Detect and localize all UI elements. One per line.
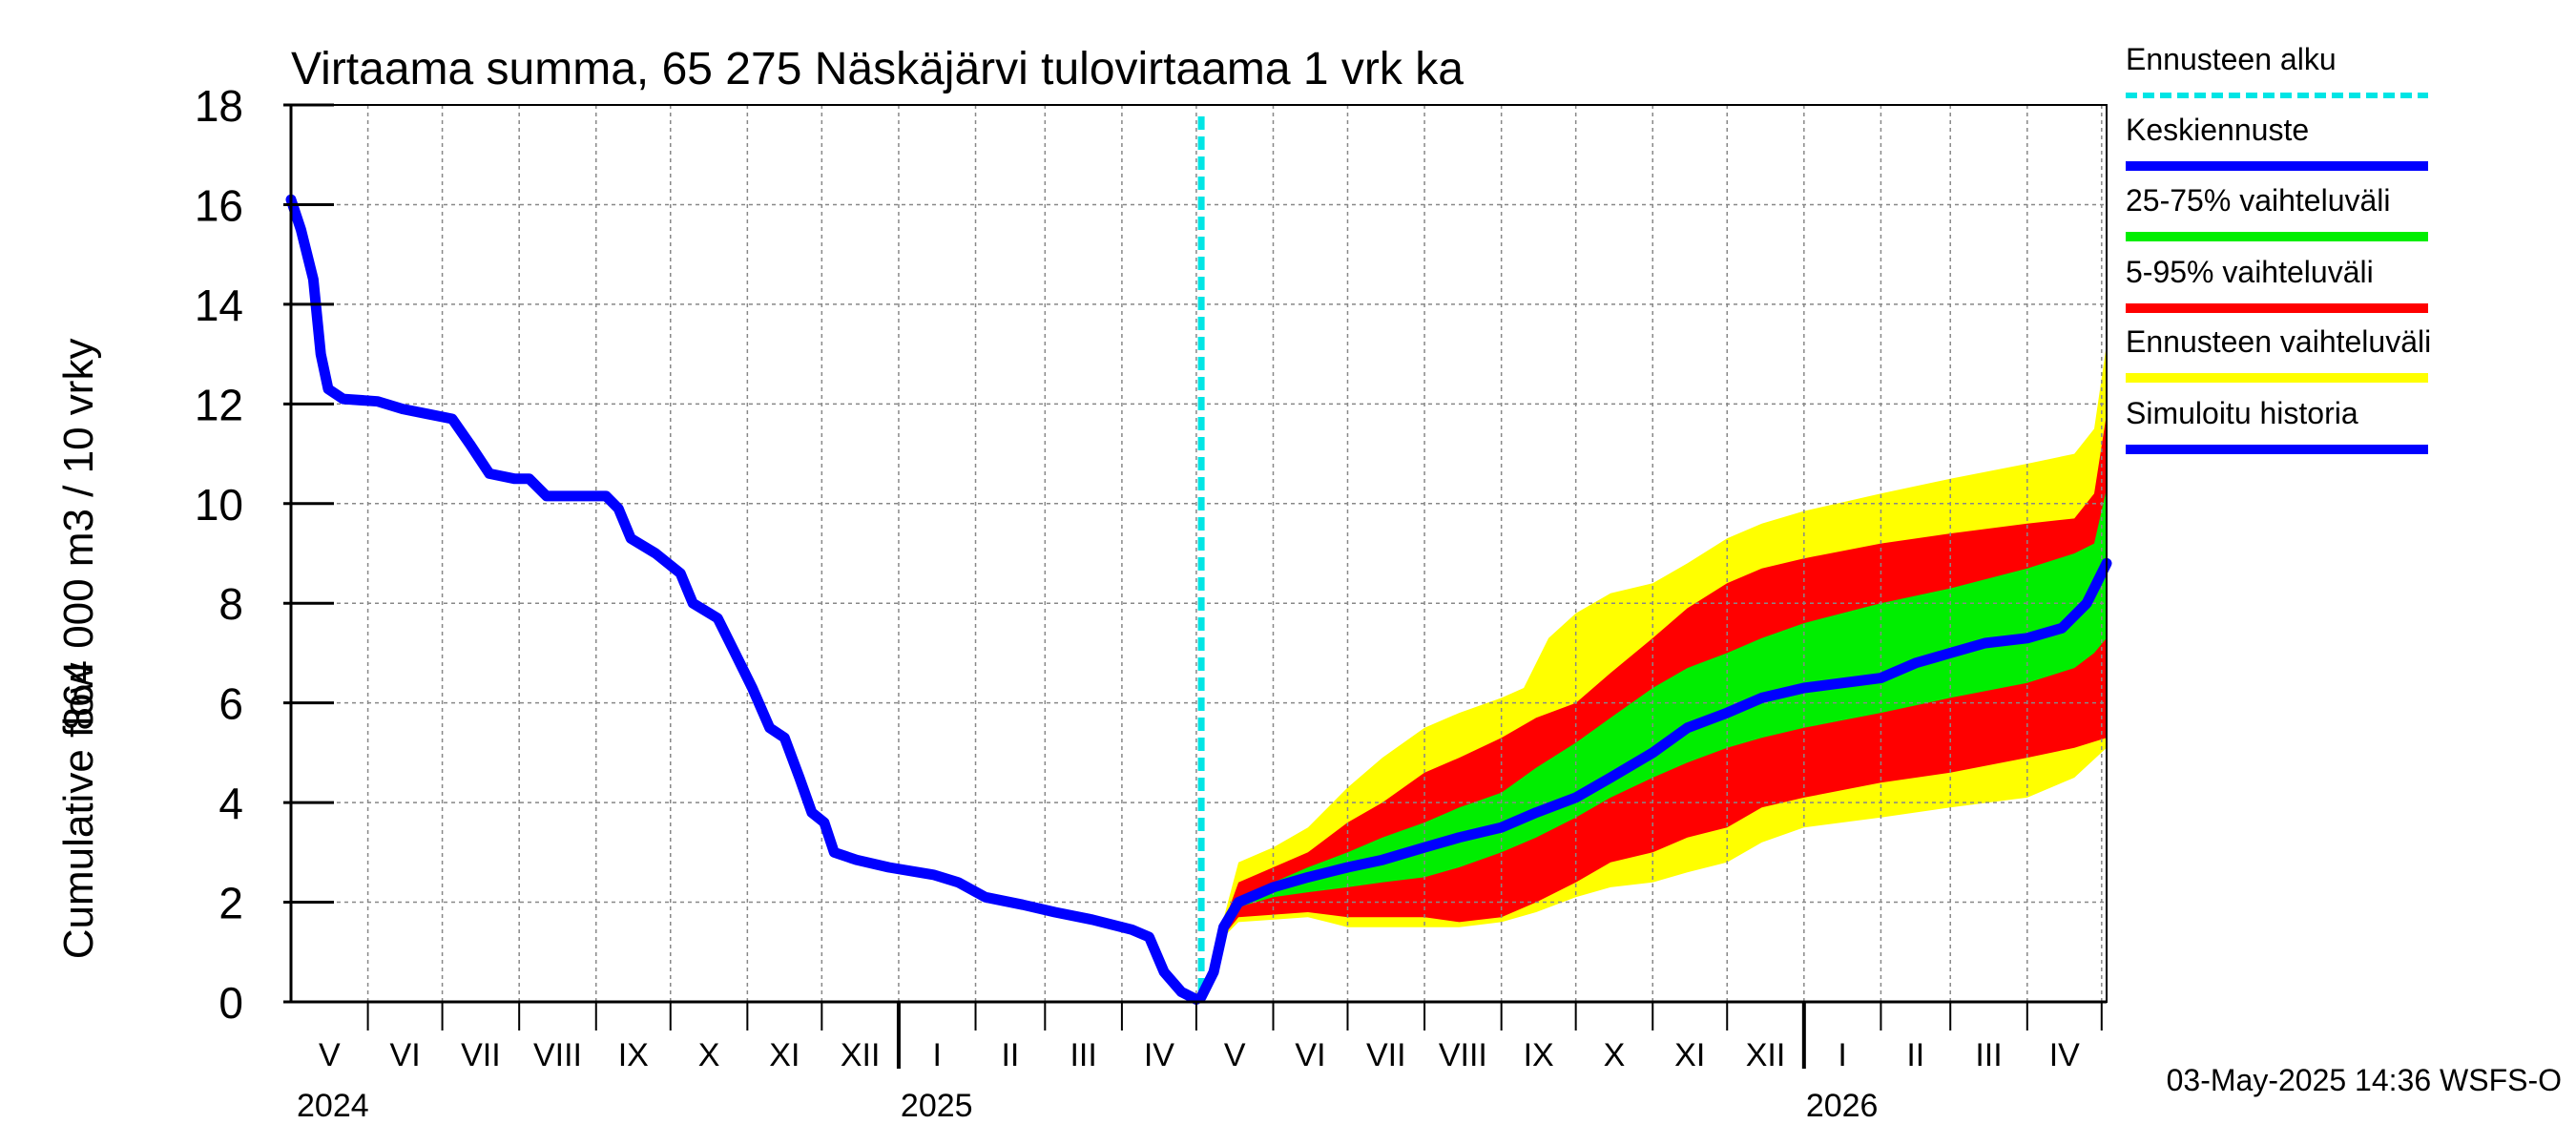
x-month-label: X <box>1604 1037 1626 1073</box>
x-month-label: II <box>1001 1037 1019 1073</box>
axes <box>283 103 2108 1069</box>
legend-label: 25-75% vaihteluväli <box>2126 183 2391 218</box>
chart-title: Virtaama summa, 65 275 Näskäjärvi tulovi… <box>291 44 1464 94</box>
series-lines <box>285 116 2112 1005</box>
x-month-label: XI <box>769 1037 800 1073</box>
timestamp: 03-May-2025 14:36 WSFS-O <box>2167 1063 2562 1097</box>
x-month-label: VIII <box>533 1037 582 1073</box>
x-tick-labels: V VI VII VIII IX X XI XII I II III IV V VI VII VIII IX X X… <box>297 1037 2080 1124</box>
x-month-label: XII <box>1746 1037 1786 1073</box>
y-tick-label: 16 <box>195 180 243 230</box>
x-month-label: VII <box>461 1037 501 1073</box>
x-year-label: 2026 <box>1806 1088 1879 1124</box>
x-month-label: III <box>1070 1037 1096 1073</box>
x-month-label: X <box>698 1037 720 1073</box>
x-month-label: IV <box>2049 1037 2080 1073</box>
x-month-label: II <box>1906 1037 1924 1073</box>
x-month-label: VI <box>390 1037 421 1073</box>
x-month-label: IV <box>1144 1037 1174 1073</box>
median-forecast-line <box>1195 557 2112 1003</box>
y-tick-label: 6 <box>218 679 243 729</box>
y-axis-label-upper: 864 000 m3 / 10 vrky <box>55 339 102 731</box>
y-tick-label: 2 <box>218 879 243 928</box>
legend-label: Simuloitu historia <box>2126 396 2358 430</box>
x-year-label: 2024 <box>297 1088 369 1124</box>
x-month-label: III <box>1975 1037 2002 1073</box>
forecast-bands <box>1201 344 2107 997</box>
x-month-label: V <box>1224 1037 1246 1073</box>
x-month-label: XII <box>841 1037 881 1073</box>
legend-label: Keskiennuste <box>2126 113 2309 147</box>
y-tick-label: 18 <box>195 81 243 131</box>
x-month-label: VII <box>1366 1037 1406 1073</box>
grid-lines <box>291 105 2107 1002</box>
y-tick-label: 8 <box>218 579 243 629</box>
x-year-label: 2025 <box>901 1088 973 1124</box>
x-month-label: V <box>319 1037 341 1073</box>
x-month-label: I <box>933 1037 942 1073</box>
x-month-label: VIII <box>1439 1037 1487 1073</box>
x-month-label: XI <box>1674 1037 1705 1073</box>
history-line <box>285 194 1202 1005</box>
legend-label: Ennusteen vaihteluväli <box>2126 324 2431 359</box>
x-month-label: IX <box>1524 1037 1554 1073</box>
x-month-label: I <box>1838 1037 1846 1073</box>
y-tick-label: 14 <box>195 281 243 330</box>
legend: Ennusteen alku Keskiennuste 25-75% vaihtel… <box>2126 42 2431 454</box>
y-tick-label: 4 <box>218 779 243 828</box>
y-axis-label-lower: Cumulative flow <box>55 663 102 960</box>
y-tick-label: 12 <box>195 380 243 429</box>
legend-label: 5-95% vaihteluväli <box>2126 255 2374 289</box>
legend-label: Ennusteen alku <box>2126 42 2337 76</box>
y-tick-labels: 0 2 4 6 8 10 12 14 16 18 <box>195 81 243 1028</box>
y-tick-label: 10 <box>195 480 243 530</box>
y-tick-label: 0 <box>218 978 243 1028</box>
x-month-label: VI <box>1295 1037 1325 1073</box>
x-month-label: IX <box>618 1037 649 1073</box>
band-25-75-vaihteluv-li <box>1201 489 2107 997</box>
